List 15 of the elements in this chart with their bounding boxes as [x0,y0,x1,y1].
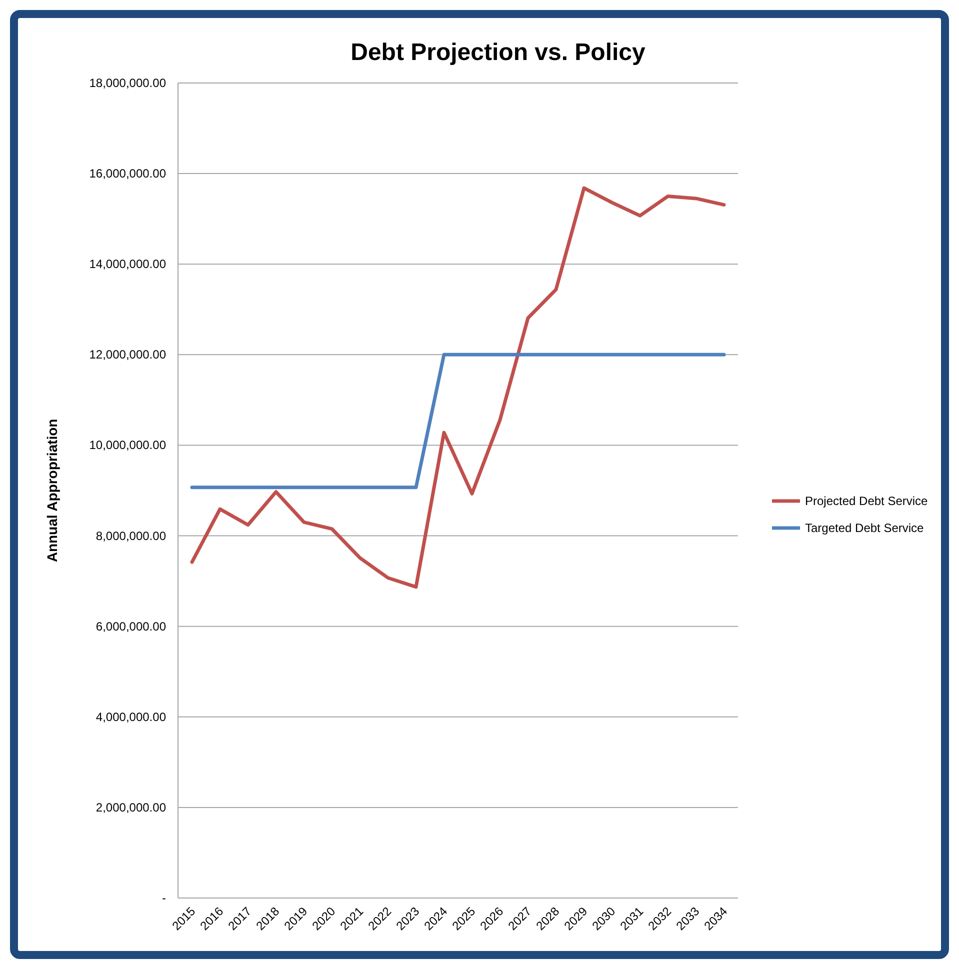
y-tick-label: 2,000,000.00 [96,800,166,814]
y-tick-label: 14,000,000.00 [89,257,166,272]
y-tick-label: 4,000,000.00 [96,710,166,724]
y-tick-label: 12,000,000.00 [89,348,166,362]
y-tick-label: 10,000,000.00 [89,438,166,452]
y-tick-label: 6,000,000.00 [96,619,166,634]
y-axis-title: Annual Appropriation [44,418,60,562]
legend-label: Projected Debt Service [805,494,928,508]
chart-title: Debt Projection vs. Policy [350,39,646,66]
y-tick-label: 16,000,000.00 [89,166,166,181]
y-tick-label: 8,000,000.00 [96,528,166,543]
y-tick-label: 18,000,000.00 [89,76,166,90]
line-series [190,186,726,589]
y-tick-label: - [162,891,166,905]
legend-label: Targeted Debt Service [805,521,924,535]
